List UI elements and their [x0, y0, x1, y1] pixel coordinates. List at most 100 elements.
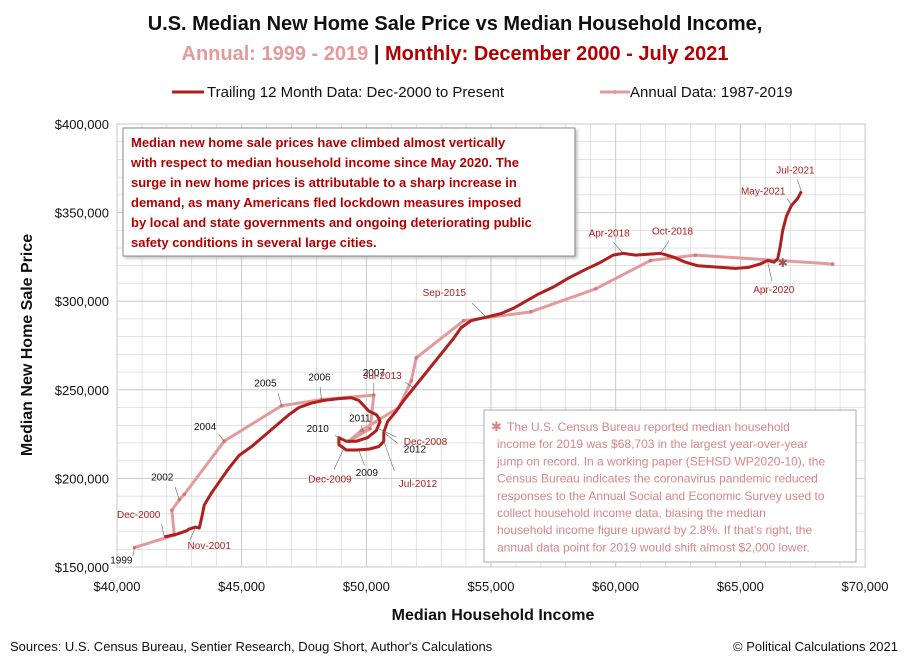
- annotation-label: May-2021: [741, 187, 786, 198]
- series-annual-point: [372, 393, 376, 397]
- annotation-leader: [334, 435, 349, 442]
- annotation-label: 2002: [151, 473, 174, 484]
- callout-main: Median new home sale prices have climbed…: [122, 127, 576, 257]
- legend-annual-label: Annual Data: 1987-2019: [630, 84, 793, 101]
- series-monthly-line: [164, 190, 803, 539]
- annotation-label: 2009: [356, 468, 379, 479]
- callout-note-lines: The U.S. Census Bureau reported median h…: [496, 420, 825, 554]
- annotation-leader: [161, 524, 165, 537]
- annotation-leader: [786, 198, 792, 206]
- annotations: 1999 Dec-2000 Nov-2001 2002 2004 2005 2006 2007…: [110, 165, 815, 566]
- legend-annual-marker: [613, 90, 617, 94]
- annotation-leader: [767, 262, 773, 282]
- callout-main-lines: Median new home sale prices have climbed…: [130, 135, 532, 250]
- x-tick-label: $40,000: [94, 579, 141, 594]
- annotation-label: 2011: [349, 413, 371, 424]
- series-annual-point: [830, 262, 835, 266]
- annotation-label: Dec-2000: [117, 510, 161, 521]
- annotation-label: Jul-2021: [776, 165, 815, 176]
- annotation-label: 2006: [308, 373, 331, 384]
- y-axis-title: Median New Home Sale Price: [19, 234, 36, 456]
- callout-note-line: Census Bureau indicates the coronavirus …: [497, 472, 818, 486]
- annotation-label: Dec-2009: [308, 474, 352, 485]
- y-tick-labels: $150,000 $200,000 $250,000 $300,000 $350,000…: [55, 117, 109, 575]
- annotation-label: Apr-2018: [589, 228, 631, 239]
- y-tick-label: $400,000: [55, 117, 109, 132]
- annotation-label: Sep-2015: [423, 288, 467, 299]
- x-tick-label: $55,000: [468, 579, 515, 594]
- legend-monthly-label: Trailing 12 Month Data: Dec-2000 to Pres…: [207, 84, 505, 101]
- annotation-leader: [378, 428, 397, 438]
- annotation-leader: [383, 441, 395, 471]
- x-tick-label: $45,000: [218, 579, 265, 594]
- callout-main-line: safety conditions in several large citie…: [131, 235, 377, 250]
- series-annual-point: [648, 258, 653, 263]
- callout-note-line: The U.S. Census Bureau reported median h…: [507, 420, 790, 434]
- series-annual-point: [182, 492, 187, 497]
- callout-main-line: demand, as many Americans fled lockdown …: [131, 195, 521, 210]
- y-tick-label: $150,000: [55, 560, 109, 575]
- callout-main-box: [122, 127, 576, 257]
- annotation-label: 1999: [110, 556, 133, 567]
- annotation-label: Jul-2013: [363, 371, 402, 382]
- annotation-leader: [471, 302, 487, 318]
- x-tick-label: $65,000: [717, 579, 764, 594]
- y-tick-label: $250,000: [55, 383, 109, 398]
- callout-note-line: collect household income data, biasing t…: [497, 506, 766, 520]
- x-tick-label: $50,000: [343, 579, 390, 594]
- series-annual-point: [409, 379, 414, 383]
- annotation-leader: [358, 449, 365, 466]
- callout-main-line: surge in new home prices is attributable…: [131, 175, 517, 190]
- annotation-label: Nov-2001: [188, 541, 232, 552]
- series-annual-point: [368, 426, 372, 431]
- title-annual-part: Annual: 1999 - 2019: [182, 43, 369, 65]
- x-tick-labels: $40,000 $45,000 $50,000 $55,000 $60,000 $65,0…: [94, 579, 889, 594]
- series-annual-point: [359, 428, 364, 433]
- chart-title-line2: Annual: 1999 - 2019 | Monthly: December …: [182, 43, 729, 65]
- callout-note-line: responses to the Annual Social and Econo…: [497, 489, 825, 503]
- series-annual-point: [414, 356, 419, 360]
- callout-main-line: Median new home sale prices have climbed…: [131, 135, 506, 150]
- x-tick-label: $70,000: [842, 579, 889, 594]
- annotation-leader: [613, 241, 624, 254]
- footer-copyright: © Political Calculations 2021: [733, 639, 898, 654]
- annotation-leader: [218, 434, 225, 442]
- callout-note-line: annual data point for 2019 would shift a…: [497, 540, 810, 554]
- highlight-2019-marker: ✱: [778, 256, 788, 270]
- annotation-leader: [277, 393, 282, 406]
- annotation-leader: [174, 486, 180, 500]
- footer-sources: Sources: U.S. Census Bureau, Sentier Res…: [10, 639, 493, 654]
- callout-note-marker: ✱: [491, 419, 502, 434]
- series-annual-point: [693, 253, 698, 257]
- legend: Trailing 12 Month Data: Dec-2000 to Pres…: [172, 84, 793, 101]
- annotation-label: Oct-2018: [652, 226, 694, 237]
- title-separator: |: [368, 43, 385, 65]
- annotation-leader: [333, 448, 345, 470]
- callout-note-line: jump on record. In a working paper (SEHS…: [496, 454, 825, 468]
- callout-note-line: household income figure upward by 2.8%. …: [497, 523, 812, 537]
- annotation-label: Apr-2020: [753, 285, 795, 296]
- annotation-leader: [405, 382, 414, 389]
- title-monthly-part: Monthly: December 2000 - July 2021: [385, 43, 728, 65]
- annotation-leader: [383, 432, 398, 444]
- series-annual-point: [461, 318, 466, 323]
- callout-note: ✱ The U.S. Census Bureau reported median…: [483, 409, 857, 563]
- annotation-label: Dec-2008: [404, 437, 448, 448]
- annotation-label: Jul-2012: [399, 479, 438, 490]
- series-annual-point: [529, 310, 533, 314]
- annotation-label: 2007: [363, 368, 386, 379]
- y-tick-label: $200,000: [55, 471, 109, 486]
- annotation-leader: [796, 179, 802, 192]
- annotation-leader: [660, 240, 670, 254]
- x-axis-title: Median Household Income: [392, 607, 595, 624]
- annotation-leader: [189, 527, 196, 540]
- annotation-label: 2010: [307, 424, 330, 435]
- callout-note-box: [483, 409, 857, 563]
- series-annual-point: [170, 508, 174, 513]
- annotation-label: 2005: [254, 379, 277, 390]
- annotation-label: 2012: [404, 444, 427, 455]
- annotation-leader: [319, 386, 322, 400]
- annotation-leader: [132, 547, 135, 556]
- annotation-label: 2004: [194, 422, 217, 433]
